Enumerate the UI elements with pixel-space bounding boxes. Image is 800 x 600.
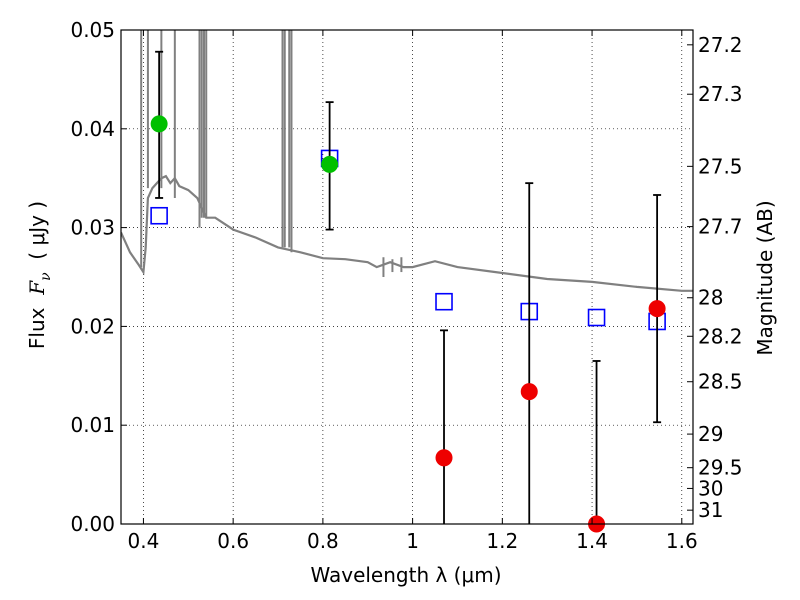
x-tick-label: 1 [406,529,419,553]
x-tick-label: 0.4 [128,529,160,553]
y2-tick-label: 28.5 [698,370,743,394]
y2-tick-label: 28 [698,286,723,310]
y-tick-label: 0.03 [70,216,115,240]
detection-point [150,115,168,133]
nondetection-point [520,383,538,401]
x-tick-label: 1.2 [486,529,518,553]
data-points-layer [150,50,666,533]
nondetection-point [435,449,453,467]
y-tick-label: 0.04 [70,117,115,141]
y-label-subscript: ν [38,272,54,281]
model-spectrum-layer [121,30,693,292]
y2-tick-label: 27.3 [698,82,743,106]
y2-tick-label: 29.5 [698,456,743,480]
x-axis-label: Wavelength λ (μm) [310,563,501,587]
y-label-variable: F [25,280,49,296]
y-axis-label: Flux Fν ( μJy ) [25,201,54,349]
model-photometry-square [587,308,606,327]
nondetection-point [648,300,666,318]
y-tick-label: 0.05 [70,18,115,42]
y2-tick-label: 27.5 [698,154,743,178]
svg-text:Flux Fν ( μJy ): Flux Fν ( μJy ) [25,201,54,349]
x-tick-label: 0.8 [307,529,339,553]
x-tick-label: 1.4 [576,529,608,553]
detection-point [321,155,339,173]
plot-frame [120,29,694,525]
y2-tick-label: 30 [698,476,723,500]
y-tick-label: 0.02 [70,314,115,338]
y-tick-label: 0.00 [70,512,115,536]
y-tick-label: 0.01 [70,413,115,437]
x-tick-label: 1.6 [666,529,698,553]
y2-tick-label: 27.7 [698,215,743,239]
axis-ticks: 0.4 0.6 0.8 1 1.2 1.4 1.6 0.00 0.01 0.02 0.03 0.04 0… [70,18,742,553]
y2-tick-label: 31 [698,498,723,522]
spectrum-line [121,174,693,292]
y-label-prefix: Flux [25,295,49,349]
model-photometry-square [435,292,453,311]
y2-tick-label: 28.2 [698,324,743,348]
y2-tick-label: 29 [698,422,723,446]
y-label-unit: ( μJy ) [25,201,49,273]
y2-tick-label: 27.2 [698,33,743,57]
y2-axis-label: Magnitude (AB) [753,200,777,355]
model-photometry-square [150,206,168,225]
x-tick-label: 0.6 [217,529,249,553]
